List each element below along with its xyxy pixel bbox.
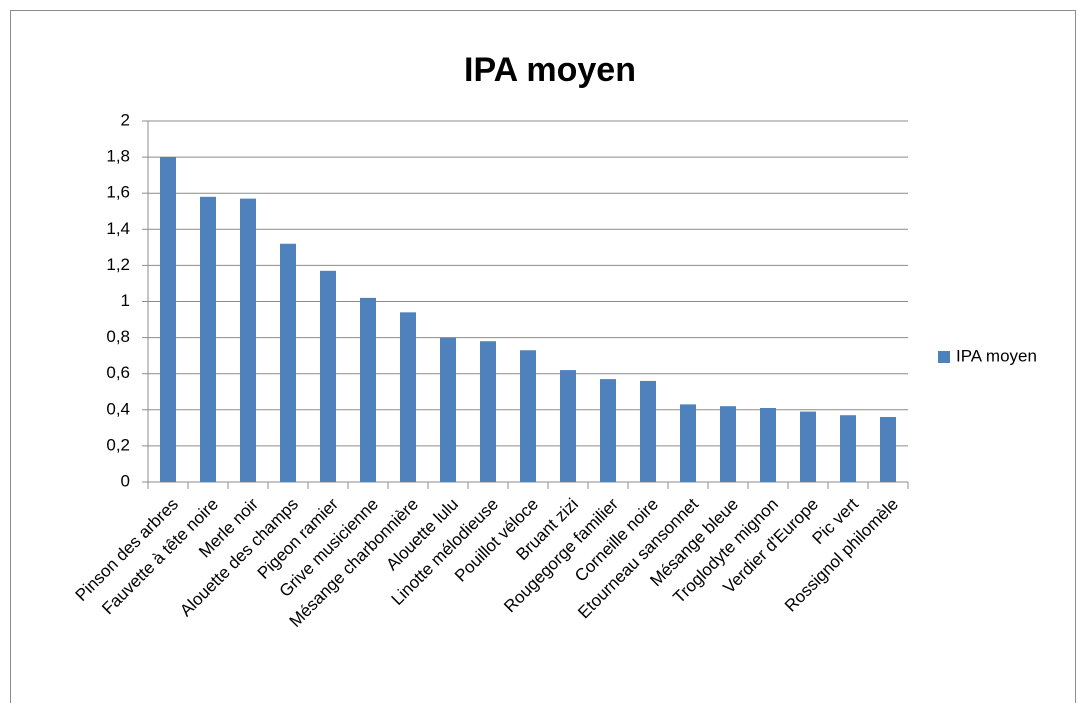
- chart-title: IPA moyen: [464, 51, 636, 89]
- legend-swatch: [938, 351, 950, 363]
- bar: [360, 297, 376, 482]
- bar: [720, 406, 736, 482]
- bar: [600, 379, 616, 482]
- y-tick-label: 0,8: [106, 327, 130, 346]
- bar: [160, 157, 176, 482]
- bar: [840, 415, 856, 482]
- y-tick-label: 0,4: [106, 399, 130, 418]
- bar: [200, 196, 216, 482]
- y-tick-label: 1,4: [106, 219, 130, 238]
- bar: [280, 243, 296, 482]
- bar: [760, 407, 776, 482]
- bar: [880, 417, 896, 482]
- y-tick-label: 0,6: [106, 363, 130, 382]
- bar: [520, 350, 536, 482]
- y-tick-label: 1: [121, 291, 130, 310]
- y-tick-label: 1,6: [106, 183, 130, 202]
- y-tick-label: 2: [121, 110, 130, 129]
- bar: [680, 404, 696, 482]
- y-tick-label: 1,8: [106, 147, 130, 166]
- bar: [240, 198, 256, 483]
- bar: [480, 341, 496, 482]
- bar: [800, 411, 816, 482]
- chart-frame: [10, 10, 1076, 703]
- bar: [440, 337, 456, 482]
- legend-label: IPA moyen: [956, 346, 1037, 365]
- bar: [320, 270, 336, 482]
- bar: [560, 370, 576, 482]
- y-tick-label: 0,2: [106, 435, 130, 454]
- y-tick-label: 0: [121, 471, 130, 490]
- bar: [400, 312, 416, 482]
- y-tick-label: 1,2: [106, 255, 130, 274]
- bar: [640, 380, 656, 482]
